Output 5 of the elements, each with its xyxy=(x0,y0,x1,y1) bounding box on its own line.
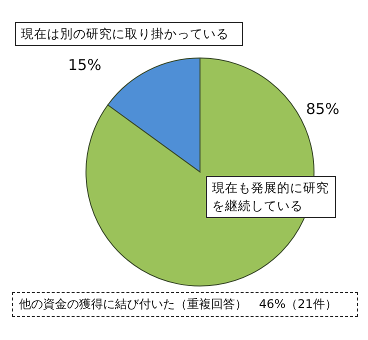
data-label: 15% xyxy=(68,56,102,74)
slice-label: 現在も発展的に研究を継続している xyxy=(206,176,336,218)
slice-label: 現在は別の研究に取り掛かっている xyxy=(15,22,243,46)
data-label: 85% xyxy=(306,100,340,118)
text: 他の資金の獲得に結び付いた（重複回答） 46%（21件） xyxy=(12,292,358,317)
